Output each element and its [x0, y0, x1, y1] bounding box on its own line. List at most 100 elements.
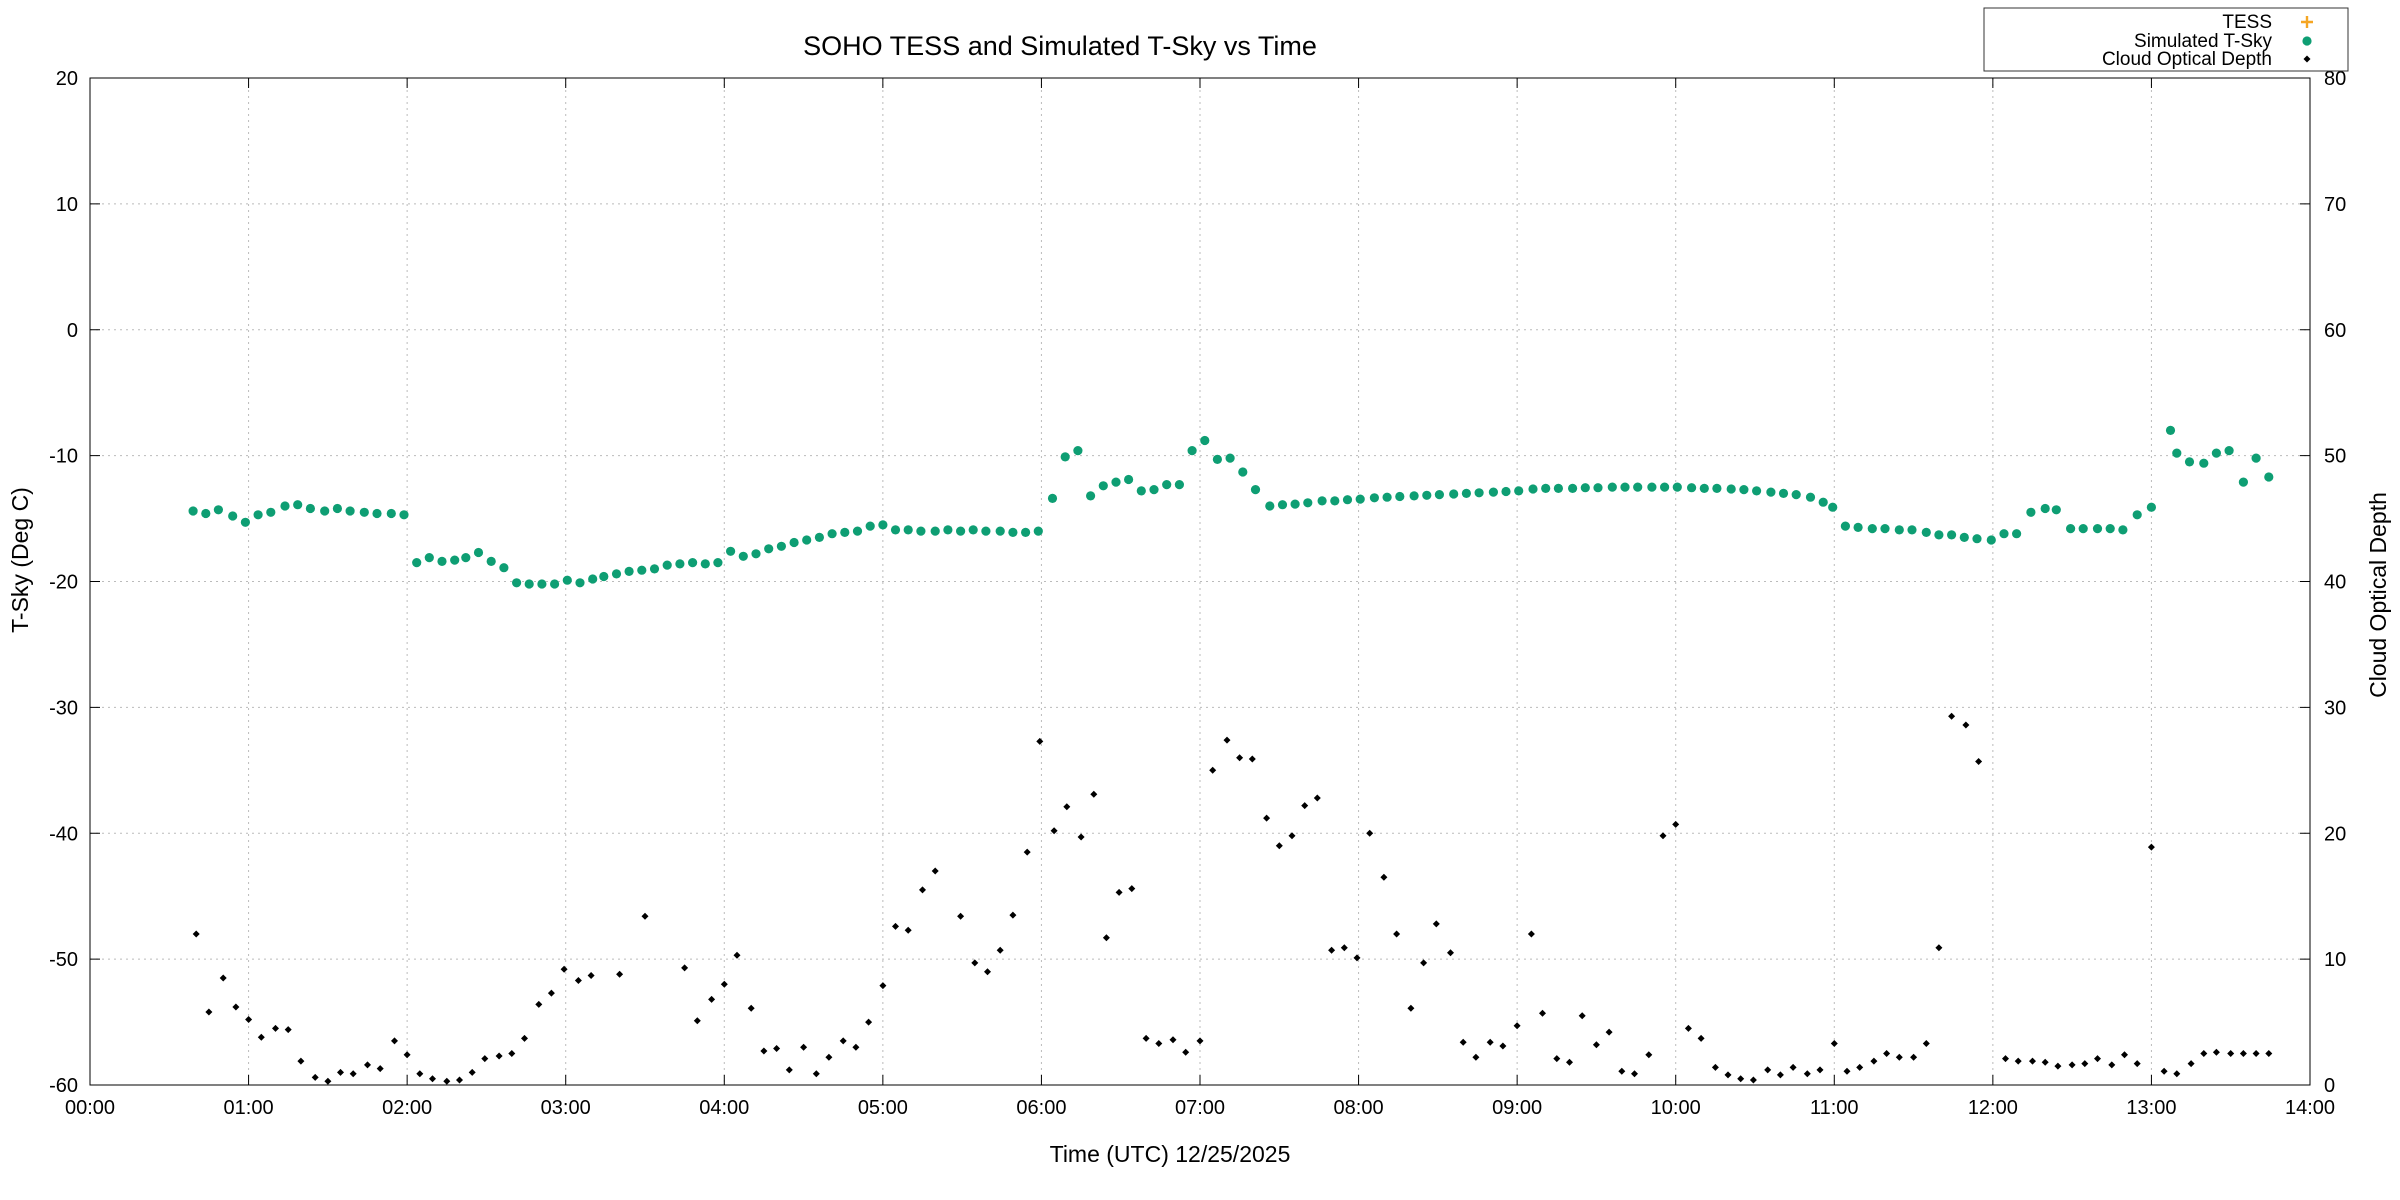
marker-circle: [1947, 530, 1957, 540]
marker-circle: [1008, 527, 1018, 538]
axis-tick-labels: 00:00 01:00 02:00 03:00 04:00 05:00 06:00 07:00…: [49, 68, 2346, 1119]
marker-circle: [2051, 505, 2061, 515]
marker-circle: [726, 546, 736, 556]
marker-circle: [995, 526, 1005, 536]
marker-circle: [2105, 524, 2115, 534]
marker-circle: [2211, 448, 2221, 458]
marker-circle: [1580, 483, 1590, 493]
marker-circle: [814, 532, 825, 543]
marker-circle: [2066, 524, 2076, 534]
right-tick-label: 10: [2324, 949, 2346, 971]
marker-circle: [1867, 524, 1877, 534]
marker-circle: [1672, 482, 1682, 492]
legend-marker-simulated-tsky: [2302, 36, 2312, 46]
marker-circle: [1921, 527, 1931, 538]
marker-circle: [399, 510, 409, 520]
marker-circle: [738, 551, 748, 561]
marker-circle: [1593, 483, 1603, 493]
marker-circle: [1805, 492, 1816, 502]
legend-label-tess: TESS: [2222, 12, 2272, 33]
marker-circle: [802, 535, 812, 545]
x-tick-label: 07:00: [1175, 1097, 1225, 1119]
marker-circle: [1894, 525, 1904, 535]
marker-circle: [1514, 486, 1524, 496]
marker-circle: [213, 505, 223, 515]
marker-circle: [713, 558, 723, 568]
marker-circle: [240, 517, 250, 527]
marker-circle: [386, 508, 396, 519]
x-tick-label: 00:00: [65, 1097, 115, 1119]
x-tick-label: 06:00: [1016, 1097, 1066, 1119]
marker-circle: [1330, 496, 1340, 506]
marker-circle: [562, 575, 572, 585]
marker-circle: [1687, 483, 1697, 493]
marker-circle: [1187, 446, 1197, 456]
marker-circle: [943, 525, 953, 535]
marker-circle: [372, 508, 382, 519]
x-tick-label: 09:00: [1492, 1097, 1542, 1119]
marker-circle: [499, 563, 509, 573]
marker-circle: [1647, 482, 1657, 492]
marker-circle: [1726, 484, 1736, 494]
marker-circle: [2118, 525, 2128, 535]
marker-circle: [827, 529, 837, 539]
marker-circle: [1607, 482, 1617, 492]
left-tick-label: -60: [49, 1075, 78, 1097]
marker-circle: [1633, 482, 1643, 492]
marker-circle: [320, 506, 330, 516]
marker-circle: [188, 506, 198, 516]
marker-circle: [599, 571, 609, 582]
marker-circle: [649, 564, 660, 574]
marker-circle: [789, 537, 799, 548]
marker-circle: [2026, 507, 2036, 517]
marker-circle: [1124, 474, 1134, 485]
marker-circle: [2040, 503, 2050, 514]
marker-circle: [1212, 454, 1222, 464]
legend-marker-cloud-optical-depth: [2303, 55, 2311, 63]
marker-circle: [903, 525, 913, 535]
marker-circle: [201, 508, 211, 519]
marker-circle: [1778, 488, 1789, 498]
left-tick-label: -10: [49, 446, 78, 468]
x-tick-label: 12:00: [1968, 1097, 2018, 1119]
gridlines: [90, 78, 2310, 1085]
legend-marker-tess: [2301, 16, 2313, 28]
marker-circle: [852, 526, 863, 536]
marker-circle: [1791, 490, 1801, 500]
marker-circle: [345, 506, 355, 516]
marker-circle: [511, 578, 522, 588]
marker-circle: [473, 547, 484, 558]
marker-circle: [1225, 453, 1235, 463]
marker-circle: [776, 541, 787, 551]
marker-circle: [1111, 477, 1121, 487]
marker-circle: [611, 569, 622, 579]
marker-circle: [2184, 457, 2195, 467]
marker-circle: [412, 558, 422, 568]
right-tick-label: 70: [2324, 194, 2346, 216]
marker-circle: [2165, 425, 2176, 435]
marker-circle: [280, 501, 290, 511]
left-tick-label: -40: [49, 823, 78, 845]
marker-circle: [524, 579, 534, 589]
marker-circle: [575, 578, 585, 588]
marker-circle: [1047, 493, 1058, 503]
marker-circle: [916, 526, 926, 536]
marker-circle: [840, 527, 850, 538]
x-tick-label: 03:00: [541, 1097, 591, 1119]
right-tick-label: 0: [2324, 1075, 2335, 1097]
marker-circle: [1162, 480, 1172, 490]
marker-circle: [890, 525, 901, 535]
right-tick-label: 20: [2324, 823, 2346, 845]
marker-circle: [1739, 485, 1749, 495]
series-cloud-optical-depth: [192, 712, 2273, 1085]
x-tick-label: 13:00: [2126, 1097, 2176, 1119]
legend-box: [1983, 7, 2349, 72]
marker-circle: [1541, 483, 1551, 493]
marker-circle: [700, 559, 710, 569]
marker-circle: [764, 544, 774, 554]
marker-circle: [588, 574, 598, 584]
marker-circle: [1174, 480, 1184, 490]
marker-circle: [956, 526, 966, 536]
marker-circle: [968, 525, 978, 535]
